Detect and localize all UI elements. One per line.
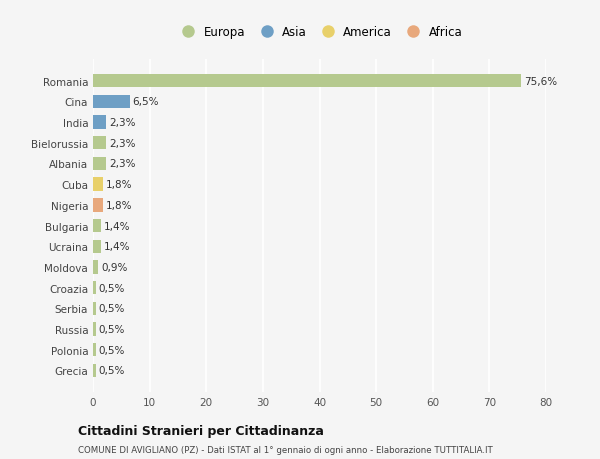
Bar (93, 323, 96, 336)
Text: COMUNE DI AVIGLIANO (PZ) - Dati ISTAT al 1° gennaio di ogni anno - Elaborazione : COMUNE DI AVIGLIANO (PZ) - Dati ISTAT al… (78, 445, 493, 454)
Bar (93, 199, 103, 212)
Text: 2,3%: 2,3% (109, 159, 136, 169)
Bar (93, 261, 98, 274)
Text: 6,5%: 6,5% (133, 97, 159, 107)
Bar (93, 364, 96, 377)
Bar (93, 302, 96, 315)
Text: 0,5%: 0,5% (98, 366, 125, 375)
Bar (93, 281, 96, 295)
Text: 1,4%: 1,4% (104, 221, 130, 231)
Text: 0,9%: 0,9% (101, 263, 127, 272)
Text: 0,5%: 0,5% (98, 325, 125, 334)
Text: 75,6%: 75,6% (524, 77, 557, 86)
Text: 1,8%: 1,8% (106, 201, 133, 210)
Bar (93, 137, 106, 150)
Legend: Europa, Asia, America, Africa: Europa, Asia, America, Africa (176, 26, 463, 39)
Text: 0,5%: 0,5% (98, 304, 125, 313)
Text: 2,3%: 2,3% (109, 118, 136, 128)
Bar (93, 75, 521, 88)
Bar (93, 219, 101, 233)
Bar (93, 240, 101, 253)
Bar (93, 343, 96, 357)
Bar (93, 116, 106, 129)
Text: Cittadini Stranieri per Cittadinanza: Cittadini Stranieri per Cittadinanza (78, 424, 324, 437)
Text: 0,5%: 0,5% (98, 283, 125, 293)
Text: 2,3%: 2,3% (109, 139, 136, 148)
Bar (93, 157, 106, 171)
Bar (93, 95, 130, 109)
Bar (93, 178, 103, 191)
Text: 1,8%: 1,8% (106, 180, 133, 190)
Text: 1,4%: 1,4% (104, 242, 130, 252)
Text: 0,5%: 0,5% (98, 345, 125, 355)
